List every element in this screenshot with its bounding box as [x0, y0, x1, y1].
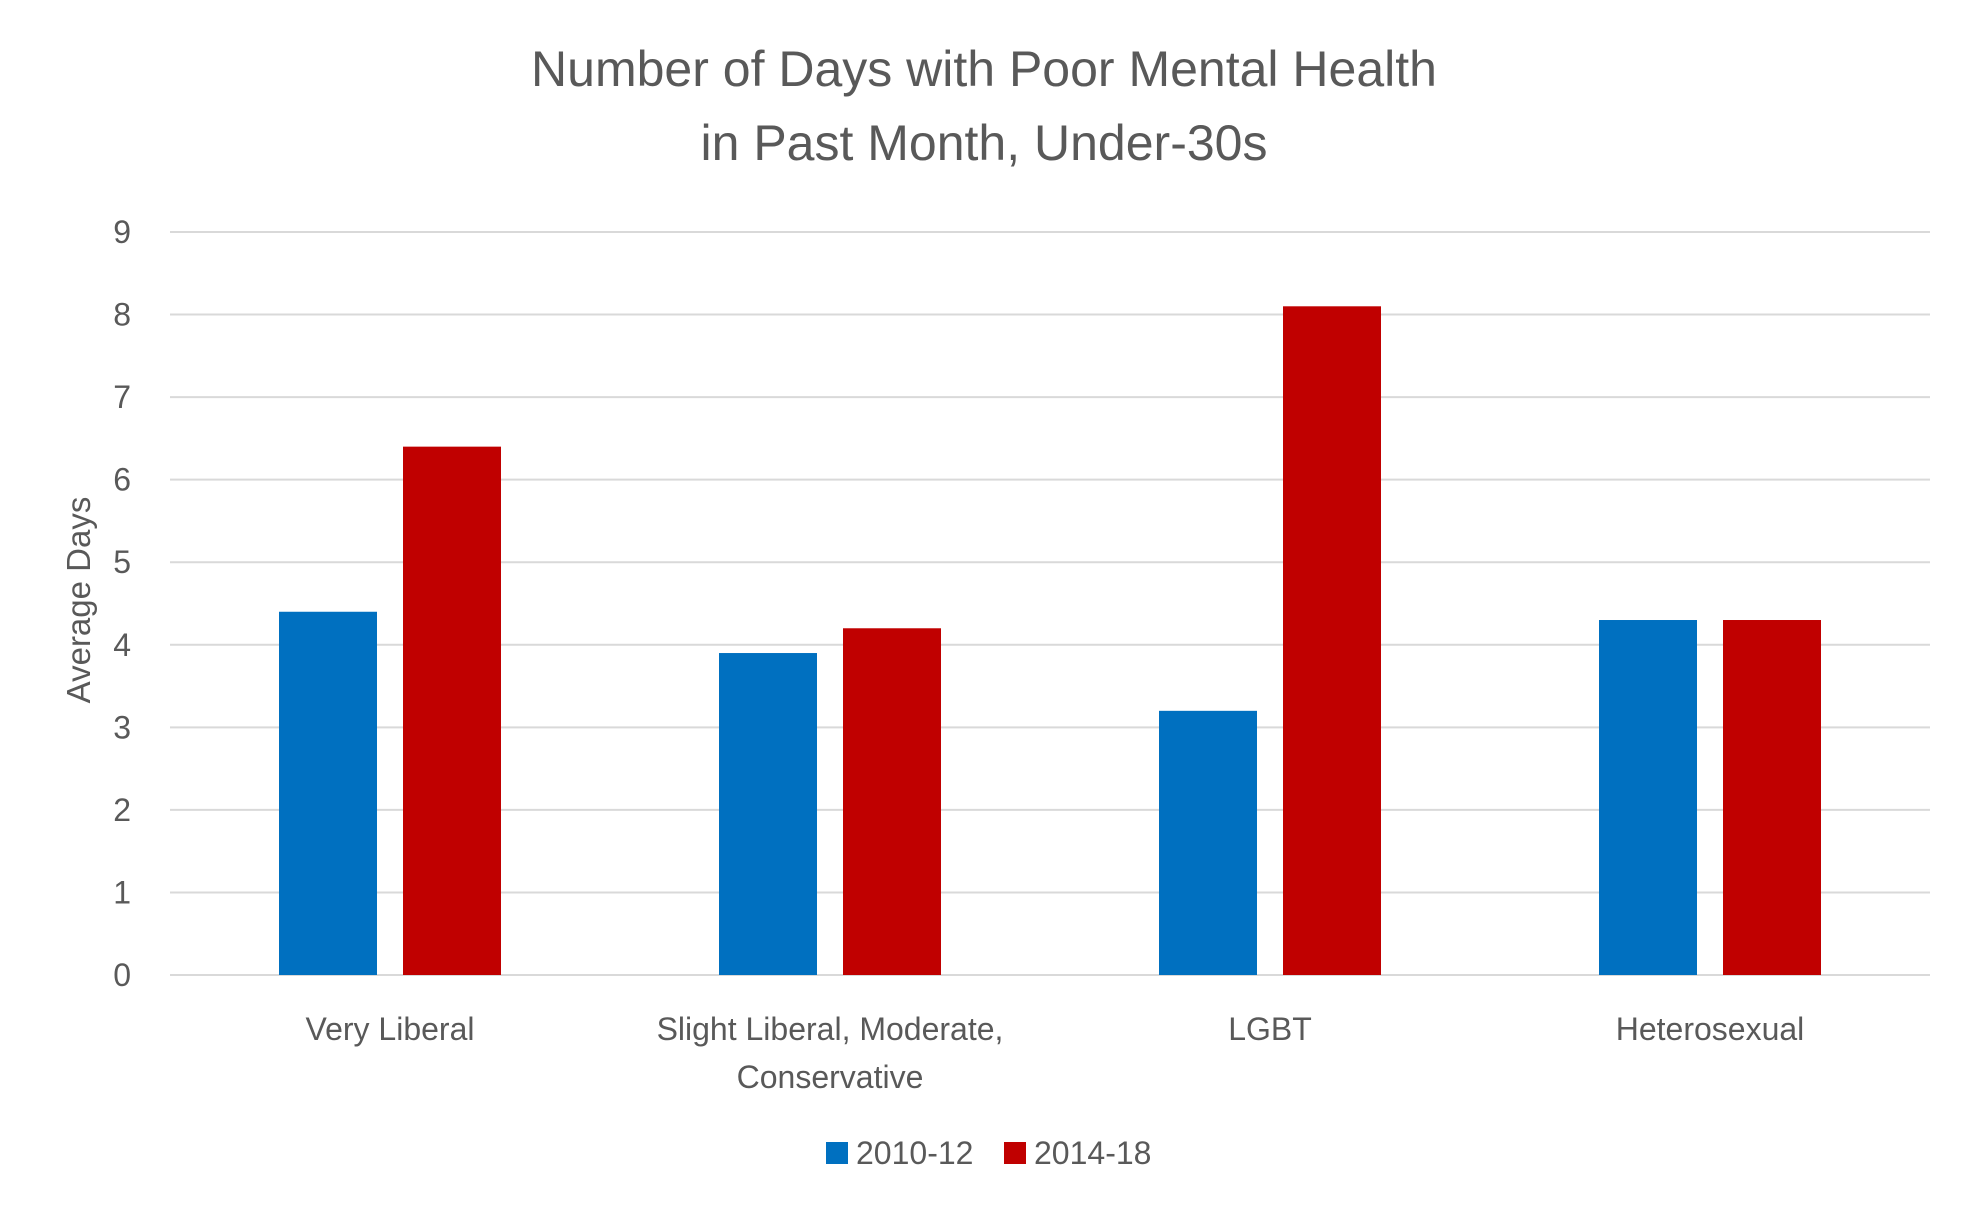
y-tick-label: 2: [113, 792, 131, 828]
x-category-label: Slight Liberal, Moderate,: [657, 1011, 1004, 1047]
y-tick-label: 5: [113, 544, 131, 580]
legend-item-2010-12: 2010-12: [826, 1135, 973, 1171]
y-tick-label: 0: [113, 957, 131, 993]
y-tick-label: 7: [113, 379, 131, 415]
chart-title-line-2: in Past Month, Under-30s: [701, 115, 1268, 171]
legend-item-2014-18: 2014-18: [1004, 1135, 1151, 1171]
y-tick-label: 1: [113, 874, 131, 910]
bars: [279, 306, 1821, 976]
y-axis-ticks: 0 1 2 3 4 5 6 7 8 9: [113, 214, 131, 993]
bar-2010-12-1: [279, 611, 377, 975]
x-category-label: LGBT: [1228, 1011, 1312, 1047]
legend-label: 2014-18: [1034, 1135, 1151, 1171]
y-tick-label: 3: [113, 709, 131, 745]
y-axis-title: Average Days: [60, 497, 97, 704]
x-category-label: Conservative: [737, 1059, 924, 1095]
y-tick-label: 8: [113, 297, 131, 333]
legend-swatch: [1004, 1142, 1026, 1164]
x-category-label: Heterosexual: [1616, 1011, 1805, 1047]
y-tick-label: 9: [113, 214, 131, 250]
bar-2010-12-3: [1159, 710, 1257, 975]
chart-title: Number of Days with Poor Mental Health i…: [531, 41, 1437, 171]
legend: 2010-12 2014-18: [826, 1135, 1151, 1171]
bar-2014-18-4: [1723, 620, 1821, 975]
chart-title-line-1: Number of Days with Poor Mental Health: [531, 41, 1437, 97]
legend-swatch: [826, 1142, 848, 1164]
legend-label: 2010-12: [856, 1135, 973, 1171]
bar-2010-12-2: [719, 653, 817, 975]
x-category-label: Very Liberal: [306, 1011, 475, 1047]
bar-2014-18-1: [403, 446, 501, 976]
bar-2010-12-4: [1599, 620, 1697, 975]
y-tick-label: 4: [113, 627, 131, 663]
bar-2014-18-3: [1283, 306, 1381, 975]
y-tick-label: 6: [113, 462, 131, 498]
x-axis-labels: Very Liberal Slight Liberal, Moderate, Con…: [306, 1011, 1805, 1095]
bar-2014-18-2: [843, 628, 941, 975]
